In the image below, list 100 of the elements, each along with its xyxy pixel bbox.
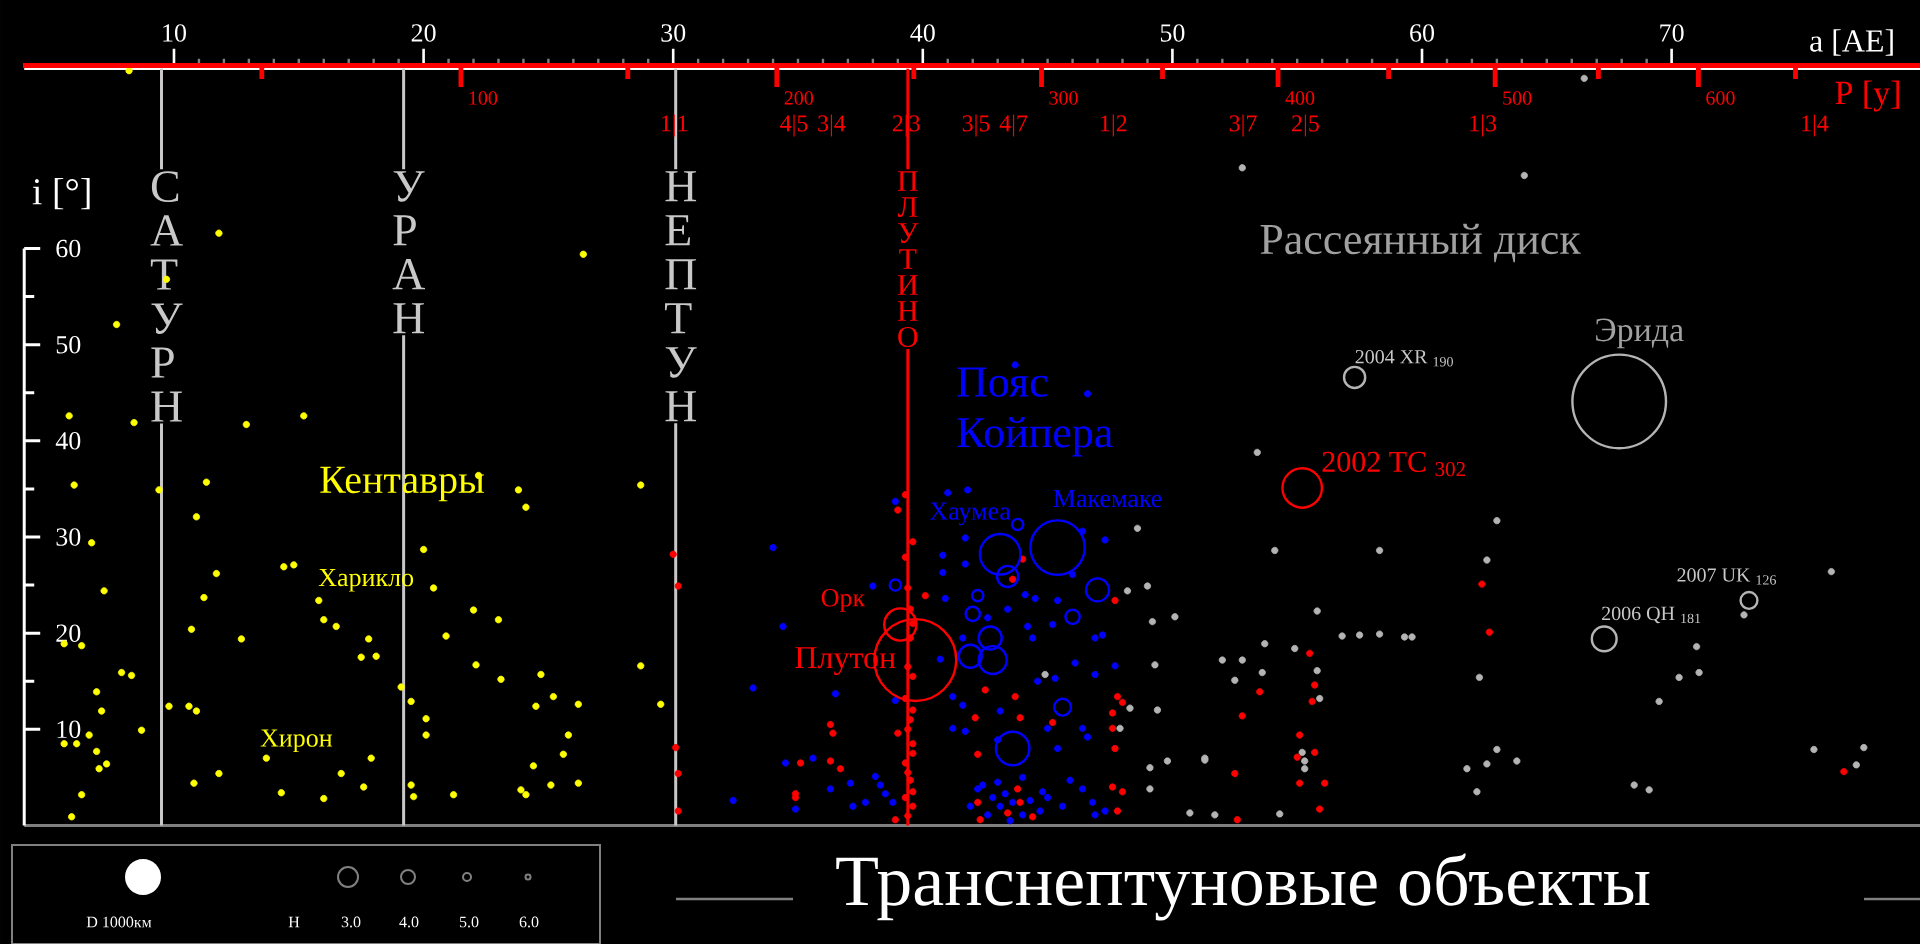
- point: [1356, 631, 1364, 639]
- annotation: 2002 TC $_{302}$: [1322, 451, 1465, 477]
- point: [1123, 587, 1132, 595]
- point: [1171, 613, 1179, 621]
- x-tick-label: 20: [411, 24, 436, 42]
- x-tick-label: 70: [1660, 24, 1684, 42]
- text: 3.0: [341, 916, 361, 928]
- annotation: Орк: [821, 589, 866, 612]
- annotation: Эрида: [1596, 318, 1684, 349]
- point: [1231, 676, 1239, 684]
- point: [1258, 668, 1266, 677]
- point: [1271, 546, 1279, 555]
- annotation: P [y]: [1835, 80, 1900, 112]
- y-tick-label: 10: [57, 720, 81, 739]
- point: [1151, 661, 1159, 669]
- annotation: 4|7: [999, 114, 1028, 137]
- annotation: 3|5: [962, 114, 990, 137]
- point: [1186, 809, 1194, 817]
- point: [1338, 632, 1346, 640]
- x-tick-label: 50: [1160, 24, 1185, 42]
- point: [1238, 164, 1246, 172]
- point: [1675, 673, 1683, 681]
- point: [1483, 556, 1491, 564]
- x-tick-label: 40: [910, 24, 935, 42]
- point: [1580, 74, 1588, 82]
- y-axis-title: i [°]: [32, 177, 90, 210]
- point: [1493, 517, 1501, 525]
- y-tick-label: 60: [56, 239, 81, 258]
- point: [1298, 748, 1306, 756]
- point: [1695, 668, 1703, 677]
- point: [1740, 611, 1748, 619]
- x-tick-label: 30: [661, 24, 686, 42]
- annotation: Пояс Койпера: [957, 367, 1113, 457]
- x-axis-title: a [AE]: [1810, 29, 1893, 56]
- y-tick-label: 20: [56, 624, 81, 642]
- x-tick-label: 60: [1410, 24, 1435, 42]
- point: [1513, 757, 1521, 765]
- point: [1133, 524, 1142, 532]
- point: [1463, 765, 1471, 773]
- point: [1520, 171, 1528, 180]
- point: [1493, 745, 1501, 754]
- text: 6.0: [519, 916, 539, 928]
- point: [1146, 785, 1154, 793]
- point: [1146, 764, 1154, 772]
- point: [1375, 630, 1384, 638]
- ref-line-label: ПЛУТИНО: [897, 171, 919, 348]
- annotation: 600: [1706, 91, 1735, 105]
- point: [1483, 760, 1491, 768]
- annotation: 2007 UK $_{126}$: [1677, 568, 1777, 585]
- point: [1860, 743, 1868, 752]
- annotation: Хирон: [260, 729, 333, 753]
- annotation: Хаумеа: [929, 502, 1011, 526]
- ref-line-label: САТУРН: [150, 171, 183, 422]
- ref-line-label: НЕПТУН: [665, 171, 697, 422]
- ref-line-label: УРАН: [392, 171, 426, 334]
- x-tick-label: 10: [163, 24, 186, 42]
- point: [1852, 761, 1860, 769]
- point: [1148, 618, 1157, 626]
- point: [1375, 546, 1384, 555]
- point: [1301, 757, 1309, 765]
- point: [1211, 811, 1219, 819]
- point: [1126, 704, 1134, 712]
- annotation: 2006 QH $_{181}$: [1602, 606, 1701, 624]
- annotation: 300: [1049, 91, 1078, 105]
- point: [1827, 568, 1835, 576]
- annotation: 100: [469, 91, 498, 105]
- annotation: 3|7: [1229, 114, 1257, 137]
- point: [1408, 633, 1416, 641]
- text: 5.0: [459, 916, 479, 928]
- annotation: Макемаке: [1053, 489, 1162, 508]
- point: [1041, 670, 1049, 679]
- point: [1313, 667, 1321, 675]
- point: [1143, 582, 1152, 590]
- point: [1475, 673, 1484, 681]
- point: [1153, 706, 1162, 714]
- point: [1473, 788, 1481, 796]
- y-tick-label: 30: [56, 528, 81, 546]
- annotation: 500: [1503, 91, 1532, 105]
- point: [1238, 656, 1246, 664]
- annotation: 200: [784, 91, 814, 105]
- point: [1276, 810, 1284, 818]
- point: [1163, 757, 1172, 765]
- text: 4.0: [399, 916, 419, 928]
- point: [1116, 724, 1124, 732]
- text: H: [288, 916, 300, 928]
- y-tick-label: 40: [55, 432, 81, 450]
- y-tick-label: 50: [56, 335, 81, 354]
- point: [1301, 765, 1309, 773]
- point: [1316, 694, 1324, 703]
- point: [1400, 633, 1409, 641]
- annotation: 3|4: [818, 114, 846, 137]
- point: [1630, 781, 1638, 789]
- point: [1810, 745, 1818, 754]
- point: [1645, 786, 1653, 794]
- annotation: 1|4: [1802, 114, 1829, 137]
- annotation: Рассеянный диск: [1260, 223, 1581, 263]
- point: [1218, 656, 1226, 664]
- point: [1313, 607, 1321, 615]
- annotation: 4|5: [780, 114, 808, 137]
- text: D 1000км: [86, 916, 152, 928]
